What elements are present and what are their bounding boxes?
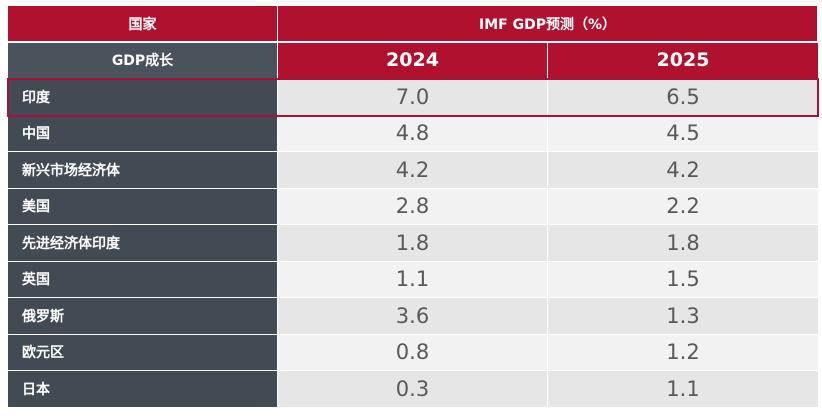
country-header: 国家: [8, 6, 278, 42]
value-2024-cell: 0.3: [278, 371, 548, 408]
country-cell: 美国: [8, 188, 278, 225]
country-cell: 欧元区: [8, 334, 278, 371]
table-row: 英国 1.1 1.5: [8, 261, 818, 298]
table-row-india: 印度 7.0 6.5: [7, 78, 819, 117]
value-2025-cell: 4.2: [548, 152, 818, 189]
table-row: 美国 2.8 2.2: [8, 188, 818, 225]
country-cell: 新兴市场经济体: [8, 152, 278, 189]
country-cell: 中国: [8, 115, 278, 152]
value-2024-cell: 1.1: [278, 261, 548, 298]
table-row: 欧元区 0.8 1.2: [8, 334, 818, 371]
year-2025-header: 2025: [548, 42, 818, 79]
value-2025-cell: 2.2: [548, 188, 818, 225]
forecast-header: IMF GDP预测（%）: [278, 6, 818, 42]
header-row-top: 国家 IMF GDP预测（%）: [8, 6, 818, 43]
table-row: 俄罗斯 3.6 1.3: [8, 298, 818, 335]
header-row-years: GDP成长 2024 2025: [8, 42, 818, 79]
value-2024-cell: 0.8: [278, 334, 548, 371]
value-2024-cell: 3.6: [278, 298, 548, 335]
table-row: 日本 0.3 1.1: [8, 371, 818, 408]
gdp-forecast-table: 国家 IMF GDP预测（%） GDP成长 2024 2025 印度 7.0 6…: [7, 6, 819, 408]
value-2025-cell: 1.3: [548, 298, 818, 335]
table-row: 先进经济体印度 1.8 1.8: [8, 225, 818, 262]
growth-header: GDP成长: [8, 42, 278, 79]
value-2025-cell: 6.5: [548, 79, 818, 116]
table-row: 中国 4.8 4.5: [8, 115, 818, 152]
country-cell: 印度: [8, 79, 278, 116]
country-cell: 日本: [8, 371, 278, 408]
value-2024-cell: 4.2: [278, 152, 548, 189]
country-cell: 先进经济体印度: [8, 225, 278, 262]
value-2024-cell: 1.8: [278, 225, 548, 262]
year-2024-header: 2024: [278, 42, 548, 79]
country-cell: 英国: [8, 261, 278, 298]
value-2025-cell: 1.1: [548, 371, 818, 408]
table-row: 新兴市场经济体 4.2 4.2: [8, 152, 818, 189]
value-2024-cell: 7.0: [278, 79, 548, 116]
country-cell: 俄罗斯: [8, 298, 278, 335]
value-2025-cell: 1.2: [548, 334, 818, 371]
value-2025-cell: 1.5: [548, 261, 818, 298]
value-2024-cell: 2.8: [278, 188, 548, 225]
value-2025-cell: 1.8: [548, 225, 818, 262]
value-2025-cell: 4.5: [548, 115, 818, 152]
value-2024-cell: 4.8: [278, 115, 548, 152]
